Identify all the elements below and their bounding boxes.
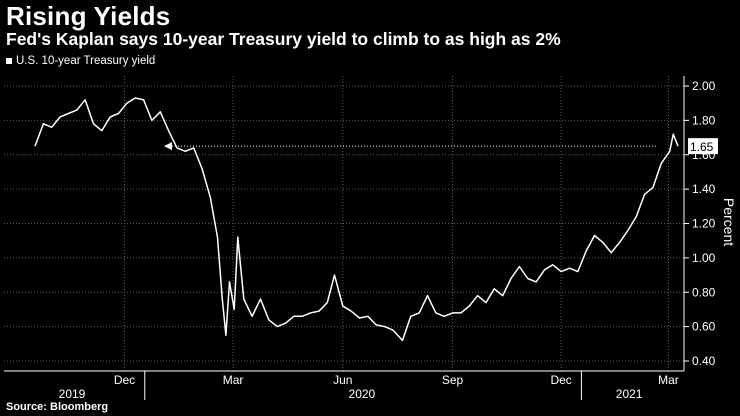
- source-note: Source: Bloomberg: [6, 401, 109, 413]
- x-tick-label: Mar: [223, 373, 244, 387]
- x-tick-label: Dec: [114, 373, 135, 387]
- series-line: [34, 97, 679, 342]
- y-tick-label: 0.60: [692, 320, 716, 334]
- x-tick-label: Dec: [550, 373, 571, 387]
- axes: [4, 76, 689, 400]
- gridlines: [4, 76, 684, 371]
- series-lines: [34, 97, 679, 342]
- y-tick-label: 1.80: [692, 113, 716, 127]
- year-label: 2019: [59, 387, 86, 401]
- year-label: 2021: [616, 387, 643, 401]
- x-tick-label: Jun: [333, 373, 352, 387]
- x-tick-labels: Dec Mar Jun Sep Dec Mar 2019 2020 2021: [59, 373, 679, 401]
- last-value-label: 1.65: [690, 140, 714, 154]
- last-value-box: [688, 138, 718, 155]
- y-tick-label: 1.40: [692, 182, 716, 196]
- y-tick-label: 1.00: [692, 251, 716, 265]
- chart-title: Rising Yields: [6, 1, 171, 31]
- y-tick-label: 1.20: [692, 217, 716, 231]
- y-tick-label: 0.40: [692, 354, 716, 368]
- y-tick-label: 2.00: [692, 79, 716, 93]
- y-tick-label: 0.80: [692, 285, 716, 299]
- year-label: 2020: [349, 387, 376, 401]
- y-axis-label: Percent: [721, 198, 737, 246]
- chart-subtitle: Fed's Kaplan says 10-year Treasury yield…: [6, 29, 561, 49]
- annotation-arrowhead: [164, 142, 172, 151]
- legend-label: U.S. 10-year Treasury yield: [16, 55, 156, 67]
- x-tick-label: Sep: [442, 373, 464, 387]
- x-tick-label: Mar: [658, 373, 679, 387]
- legend-swatch: [6, 58, 12, 64]
- annotations: 1.65: [164, 138, 718, 155]
- y-tick-labels: 2.001.801.601.401.201.000.800.600.40: [692, 79, 716, 368]
- chart-legend: U.S. 10-year Treasury yield: [6, 55, 155, 67]
